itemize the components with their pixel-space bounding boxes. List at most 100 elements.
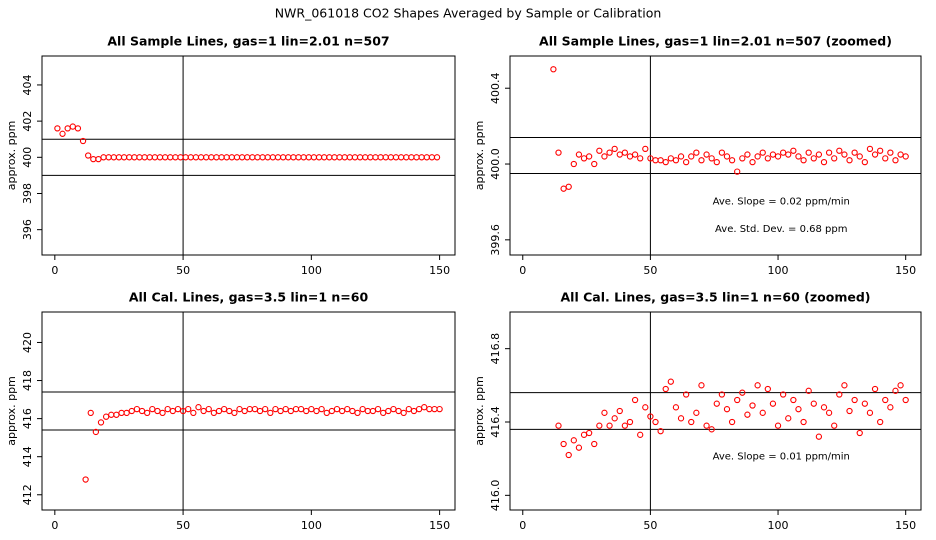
point — [820, 158, 828, 166]
panel-title: All Cal. Lines, gas=3.5 lin=1 n=60 (zoom… — [561, 290, 871, 305]
point — [846, 407, 853, 415]
point — [657, 428, 664, 435]
point — [856, 153, 863, 160]
point — [185, 405, 192, 413]
point — [277, 407, 284, 415]
point — [585, 153, 593, 160]
point — [637, 155, 644, 162]
point — [713, 158, 720, 166]
point — [866, 145, 874, 153]
point — [688, 153, 695, 160]
annotation: Ave. Slope = 0.02 ppm/min — [713, 196, 850, 207]
point — [795, 153, 802, 160]
point — [415, 405, 423, 413]
point — [323, 409, 330, 417]
point — [698, 157, 705, 164]
y-tick-label: 420 — [21, 332, 34, 353]
point — [892, 157, 899, 164]
point — [703, 422, 710, 429]
point — [800, 418, 807, 426]
point — [723, 406, 731, 413]
point — [708, 426, 715, 433]
point — [308, 405, 315, 413]
point — [682, 391, 690, 398]
point — [144, 409, 151, 417]
point — [739, 155, 746, 162]
point — [754, 153, 761, 160]
point — [902, 396, 909, 404]
point — [795, 406, 802, 413]
point — [831, 155, 838, 162]
y-tick-label: 418 — [21, 370, 34, 391]
plot-frame — [41, 55, 456, 256]
point — [662, 158, 669, 166]
point — [128, 407, 135, 415]
point — [774, 422, 782, 429]
point — [805, 387, 812, 394]
y-axis-label: approx. ppm — [473, 376, 486, 446]
y-tick-label: 416.4 — [489, 406, 502, 438]
point — [226, 407, 233, 415]
point — [861, 400, 868, 407]
point — [871, 151, 879, 158]
point — [560, 440, 567, 448]
figure-title: NWR_061018 CO2 Shapes Averaged by Sample… — [275, 6, 662, 21]
point — [195, 404, 202, 411]
point — [190, 409, 197, 417]
point — [596, 147, 603, 154]
x-tick-label: 100 — [301, 264, 322, 277]
point — [570, 160, 577, 168]
point — [774, 153, 782, 160]
x-tick-label: 50 — [176, 519, 190, 532]
x-tick-label: 150 — [895, 264, 916, 277]
point — [133, 405, 141, 413]
point — [672, 157, 680, 164]
point — [79, 137, 87, 145]
point — [744, 411, 751, 418]
point — [728, 157, 736, 164]
y-axis-label: approx. ppm — [473, 121, 486, 191]
point — [831, 422, 838, 429]
point — [87, 409, 94, 417]
point — [856, 429, 863, 437]
point — [800, 157, 807, 164]
y-axis-label: approx. ppm — [5, 121, 18, 191]
point — [421, 404, 428, 411]
point — [410, 407, 418, 415]
point — [688, 418, 695, 426]
point — [734, 396, 741, 404]
y-tick-label: 400 — [21, 147, 34, 168]
point — [313, 407, 320, 415]
point — [662, 385, 669, 393]
point — [616, 407, 623, 415]
x-tick-label: 150 — [429, 264, 450, 277]
point — [744, 151, 751, 158]
point — [154, 407, 161, 415]
point — [555, 149, 562, 156]
point — [621, 422, 629, 429]
point — [596, 422, 603, 429]
point — [54, 125, 61, 132]
point — [611, 415, 618, 422]
point — [887, 149, 894, 156]
point — [626, 418, 634, 426]
point — [349, 407, 356, 415]
point — [359, 405, 366, 413]
point — [169, 407, 176, 415]
point — [585, 429, 593, 437]
point — [215, 407, 223, 415]
point — [631, 151, 639, 158]
point — [769, 400, 777, 407]
point — [179, 407, 187, 415]
point — [785, 151, 792, 158]
point — [882, 155, 889, 162]
point — [405, 405, 412, 413]
point — [749, 402, 756, 409]
point — [256, 407, 264, 415]
plot-frame — [41, 311, 456, 511]
point — [637, 431, 644, 438]
y-tick-label: 416.8 — [489, 333, 502, 365]
point — [297, 405, 305, 413]
y-tick-label: 402 — [21, 111, 34, 132]
